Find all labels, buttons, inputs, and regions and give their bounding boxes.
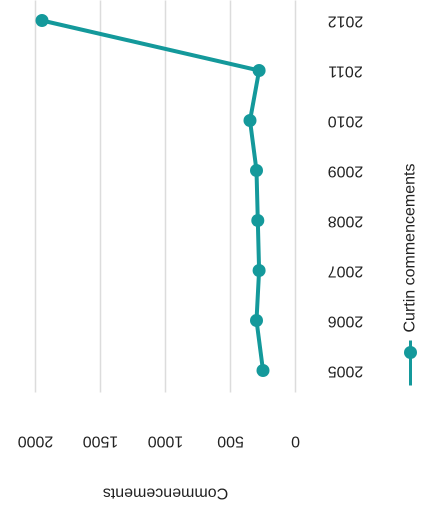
x-tick-label: 2008 (327, 212, 363, 229)
data-point (252, 263, 266, 277)
x-tick-label: 2005 (327, 362, 363, 379)
y-tick-label: 1000 (147, 432, 183, 449)
legend-marker (403, 345, 417, 359)
x-tick-label: 2009 (327, 162, 363, 179)
x-tick-label: 2011 (328, 62, 363, 79)
series-line (41, 18, 265, 371)
data-point (249, 313, 263, 327)
y-tick-label: 2000 (17, 432, 53, 449)
data-point (252, 63, 266, 77)
y-axis-title: Commencements (102, 484, 227, 501)
data-point (243, 113, 256, 127)
x-tick-label: 2012 (327, 12, 363, 29)
x-tick-label: 2010 (327, 112, 363, 129)
data-point (249, 163, 263, 177)
y-tick-label: 1500 (82, 432, 118, 449)
data-point (256, 363, 269, 377)
x-tick-label: 2006 (327, 312, 363, 329)
y-tick-label: 0 (290, 432, 299, 449)
data-point (250, 213, 264, 227)
x-tick-label: 2007 (327, 262, 363, 279)
legend-label: Curtin commencements (401, 163, 418, 332)
y-tick-label: 500 (217, 432, 244, 449)
data-point (35, 13, 48, 27)
